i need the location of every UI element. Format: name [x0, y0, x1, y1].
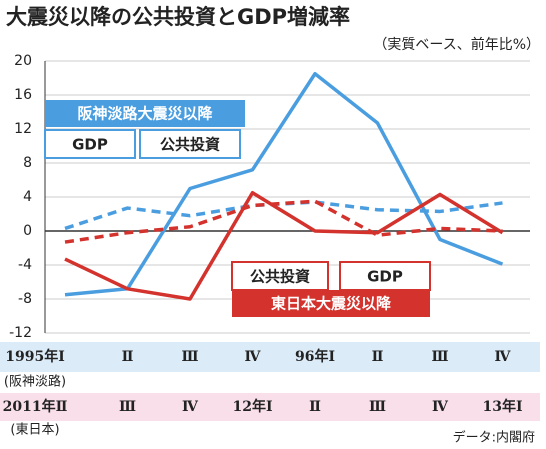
- legend-box: [339, 261, 431, 291]
- y-tick-label: 4: [23, 189, 32, 205]
- chart-title: 大震災以降の公共投資とGDP増減率: [6, 5, 350, 29]
- x-tick-label: 96年Ⅰ: [295, 348, 335, 365]
- x-tick-label: Ⅲ: [369, 399, 386, 415]
- series-line: [64, 200, 503, 231]
- y-tick-label: 8: [23, 155, 32, 171]
- legend-label: 公共投資: [250, 268, 310, 286]
- x-tick-label: Ⅳ: [245, 349, 262, 365]
- x-tick-label: Ⅱ: [372, 349, 384, 365]
- y-tick-label: 20: [14, 53, 32, 69]
- source: データ:内閣府: [453, 430, 535, 446]
- y-tick-label: -8: [18, 291, 32, 307]
- x-tick-label: 13年Ⅰ: [482, 398, 522, 415]
- y-tick-label: 12: [14, 121, 32, 137]
- series-line: [64, 191, 504, 301]
- legend-group-label: 東日本大震災以降: [271, 295, 392, 313]
- row-note: (東日本): [10, 422, 59, 438]
- y-tick-label: -4: [18, 257, 32, 273]
- legend-box: [44, 129, 136, 159]
- row-band: [0, 342, 540, 372]
- x-tick-label: Ⅱ: [309, 399, 321, 415]
- row-note: (阪神淡路): [4, 374, 66, 390]
- legend-group-box: [232, 290, 430, 317]
- x-tick-label: Ⅱ: [122, 349, 134, 365]
- chart-subtitle: （実質ベース、前年比%）: [373, 36, 540, 53]
- legend-label: 公共投資: [160, 136, 220, 154]
- legend-label: GDP: [367, 268, 403, 286]
- x-tick-label: 12年Ⅰ: [232, 398, 272, 415]
- x-tick-label: Ⅳ: [432, 399, 449, 415]
- legend-box: [231, 261, 329, 291]
- legend-group-label: 阪神淡路大震災以降: [77, 105, 213, 123]
- y-tick-label: -12: [9, 325, 32, 341]
- legend-label: GDP: [72, 136, 108, 154]
- x-tick-label: Ⅲ: [431, 349, 448, 365]
- y-tick-label: 16: [14, 87, 32, 103]
- x-tick-label: 2011年Ⅱ: [3, 398, 68, 415]
- row-band: [0, 393, 540, 421]
- legend-group-box: [45, 100, 245, 127]
- series-line: [64, 72, 504, 297]
- series-line: [64, 199, 503, 244]
- x-tick-label: Ⅲ: [119, 399, 136, 415]
- x-tick-label: 1995年Ⅰ: [5, 348, 65, 365]
- legend-box: [139, 129, 241, 159]
- x-tick-label: Ⅳ: [182, 399, 199, 415]
- x-tick-label: Ⅲ: [181, 349, 198, 365]
- y-tick-label: 0: [23, 223, 32, 239]
- x-tick-label: Ⅳ: [495, 349, 512, 365]
